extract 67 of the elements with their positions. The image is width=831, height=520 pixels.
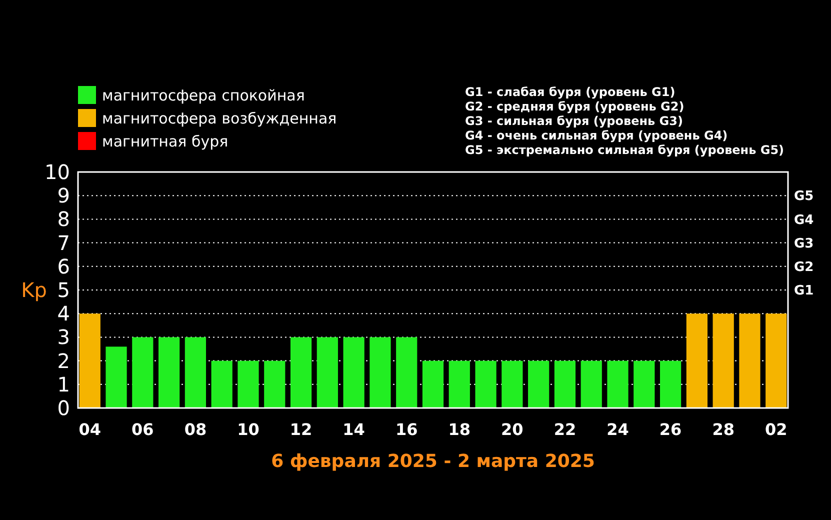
bar (79, 314, 100, 408)
bar (528, 360, 550, 408)
legend-label: магнитная буря (102, 132, 228, 150)
y-tick-label: 2 (57, 348, 70, 373)
x-tick-label: 02 (764, 420, 788, 439)
x-tick-label: 04 (78, 420, 102, 439)
x-tick-label: 20 (501, 420, 524, 439)
bar (766, 314, 787, 408)
y-tick-label: 4 (57, 302, 70, 326)
y-tick-label: 8 (57, 207, 70, 232)
text: G2 (794, 260, 814, 275)
x-tick-label: 18 (448, 420, 471, 439)
bar (660, 360, 682, 408)
x-tick-label: 22 (554, 420, 576, 439)
bar (106, 346, 127, 408)
x-tick-label: 14 (342, 420, 365, 439)
bar (502, 360, 523, 408)
bar (132, 337, 154, 408)
text: G4 - очень сильная буря (уровень G4) (465, 128, 728, 143)
text: G5 - экстремально сильная буря (уровень G5) (465, 143, 784, 158)
text: G3 (794, 236, 814, 252)
bar (370, 337, 391, 408)
bar (264, 360, 286, 408)
x-tick-label: 12 (290, 420, 312, 439)
bar (158, 337, 180, 408)
x-tick-label: 26 (659, 420, 682, 439)
text: G3 - сильная буря (уровень G3) (465, 114, 683, 128)
bar (290, 337, 312, 408)
x-tick-label: 06 (132, 420, 154, 439)
text: G4 (794, 212, 814, 228)
legend-label: магнитосфера возбужденная (102, 109, 337, 128)
y-tick-label: 10 (44, 160, 70, 184)
bar (184, 337, 206, 408)
text: G1 (794, 284, 814, 299)
text: G2 - средняя буря (уровень G2) (465, 100, 684, 114)
x-tick-label: 24 (606, 420, 629, 439)
x-tick-label: 10 (237, 420, 260, 439)
bar (739, 314, 760, 408)
bar (448, 360, 470, 408)
legend-label: магнитосфера спокойная (102, 86, 305, 104)
bar (238, 360, 259, 408)
bar (554, 360, 576, 408)
bar (607, 360, 628, 408)
x-tick-label: 16 (395, 420, 418, 439)
bar (580, 360, 602, 408)
bar (422, 360, 444, 408)
y-axis-title: Kp (21, 278, 47, 302)
text: G5 (794, 189, 814, 204)
bar (316, 337, 338, 408)
y-tick-label: 9 (57, 184, 70, 208)
y-tick-label: 5 (57, 278, 70, 302)
bar (475, 360, 496, 408)
y-tick-label: 1 (57, 372, 70, 396)
y-tick-label: 3 (57, 325, 70, 350)
x-tick-label: 28 (712, 420, 734, 439)
bar (396, 337, 418, 408)
x-tick-label: 08 (184, 420, 207, 439)
bar (634, 360, 655, 408)
y-tick-label: 7 (57, 230, 70, 255)
text: G1 - слабая буря (уровень G1) (465, 85, 676, 100)
bar (686, 314, 708, 408)
bar (343, 337, 364, 408)
bar (712, 314, 734, 408)
y-tick-label: 0 (57, 396, 70, 420)
bar (211, 360, 232, 408)
x-axis-title: 6 февраля 2025 - 2 марта 2025 (271, 451, 595, 472)
y-tick-label: 6 (57, 254, 70, 278)
